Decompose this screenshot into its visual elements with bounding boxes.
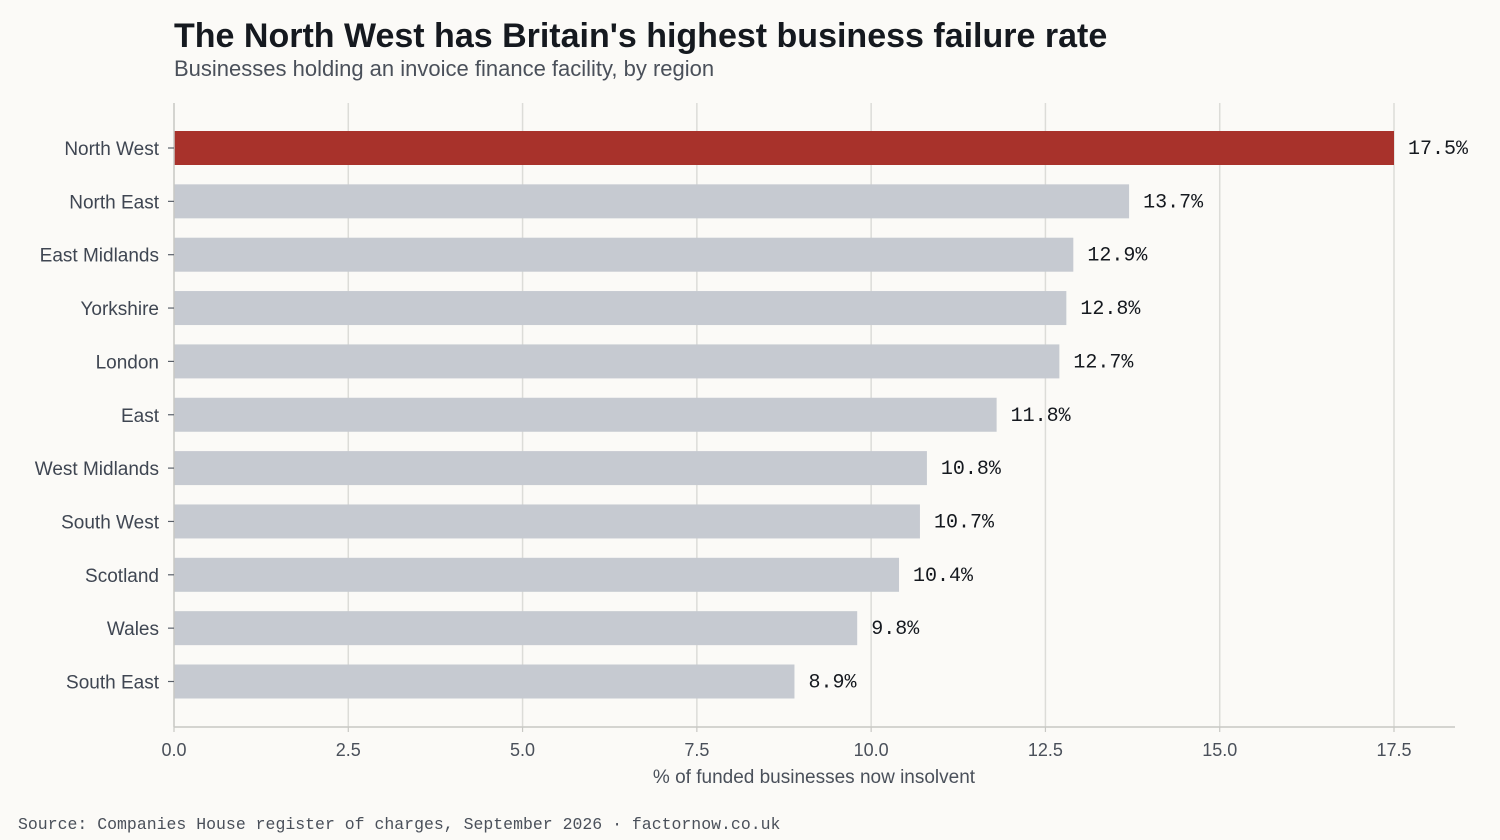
x-axis-title: % of funded businesses now insolvent [653, 767, 976, 788]
data-label: 11.8% [1011, 405, 1072, 428]
x-tick-label: 5.0 [510, 740, 535, 760]
bar [174, 237, 1074, 272]
x-tick-label: 15.0 [1202, 740, 1237, 760]
bar [174, 184, 1130, 219]
chart-subtitle: Businesses holding an invoice finance fa… [174, 56, 715, 81]
x-tick-label: 2.5 [336, 740, 361, 760]
data-label: 13.7% [1143, 191, 1204, 214]
bar [174, 451, 927, 486]
bar [174, 131, 1394, 165]
bar [174, 291, 1067, 326]
data-label: 8.9% [808, 672, 857, 695]
bar [174, 504, 920, 539]
data-label: 10.7% [934, 511, 995, 534]
bar [174, 557, 900, 592]
x-tick-label: 7.5 [684, 740, 709, 760]
data-label: 12.9% [1087, 245, 1148, 268]
category-label: South East [66, 673, 160, 694]
category-label: West Midlands [35, 459, 159, 480]
bar [174, 344, 1060, 379]
category-label: South West [61, 512, 160, 533]
labels: 0.0 2.5 5.0 7.5 10.0 12.5 15.0 17.5 North West 17… [35, 138, 1469, 760]
category-label: North East [69, 192, 159, 213]
axes [168, 103, 1455, 732]
category-label: Wales [107, 619, 159, 640]
category-label: East [121, 406, 160, 427]
bar [174, 611, 858, 646]
x-tick-label: 12.5 [1028, 740, 1063, 760]
bar [174, 664, 795, 699]
category-label: London [96, 352, 159, 373]
data-label: 9.8% [871, 618, 920, 641]
chart-title: The North West has Britain's highest bus… [174, 17, 1108, 55]
data-label: 10.4% [913, 565, 974, 588]
data-label: 10.8% [941, 458, 1002, 481]
bar [174, 397, 997, 432]
category-label: Scotland [85, 566, 159, 587]
bars [174, 131, 1394, 699]
x-tick-label: 10.0 [854, 740, 889, 760]
x-tick-label: 0.0 [161, 740, 186, 760]
data-label: 17.5% [1408, 138, 1469, 161]
x-tick-label: 17.5 [1376, 740, 1411, 760]
category-label: Yorkshire [80, 299, 159, 320]
category-label: North West [64, 139, 159, 160]
data-label: 12.8% [1080, 298, 1141, 321]
category-label: East Midlands [40, 246, 159, 267]
source-note: Source: Companies House register of char… [18, 815, 781, 834]
data-label: 12.7% [1073, 351, 1134, 374]
